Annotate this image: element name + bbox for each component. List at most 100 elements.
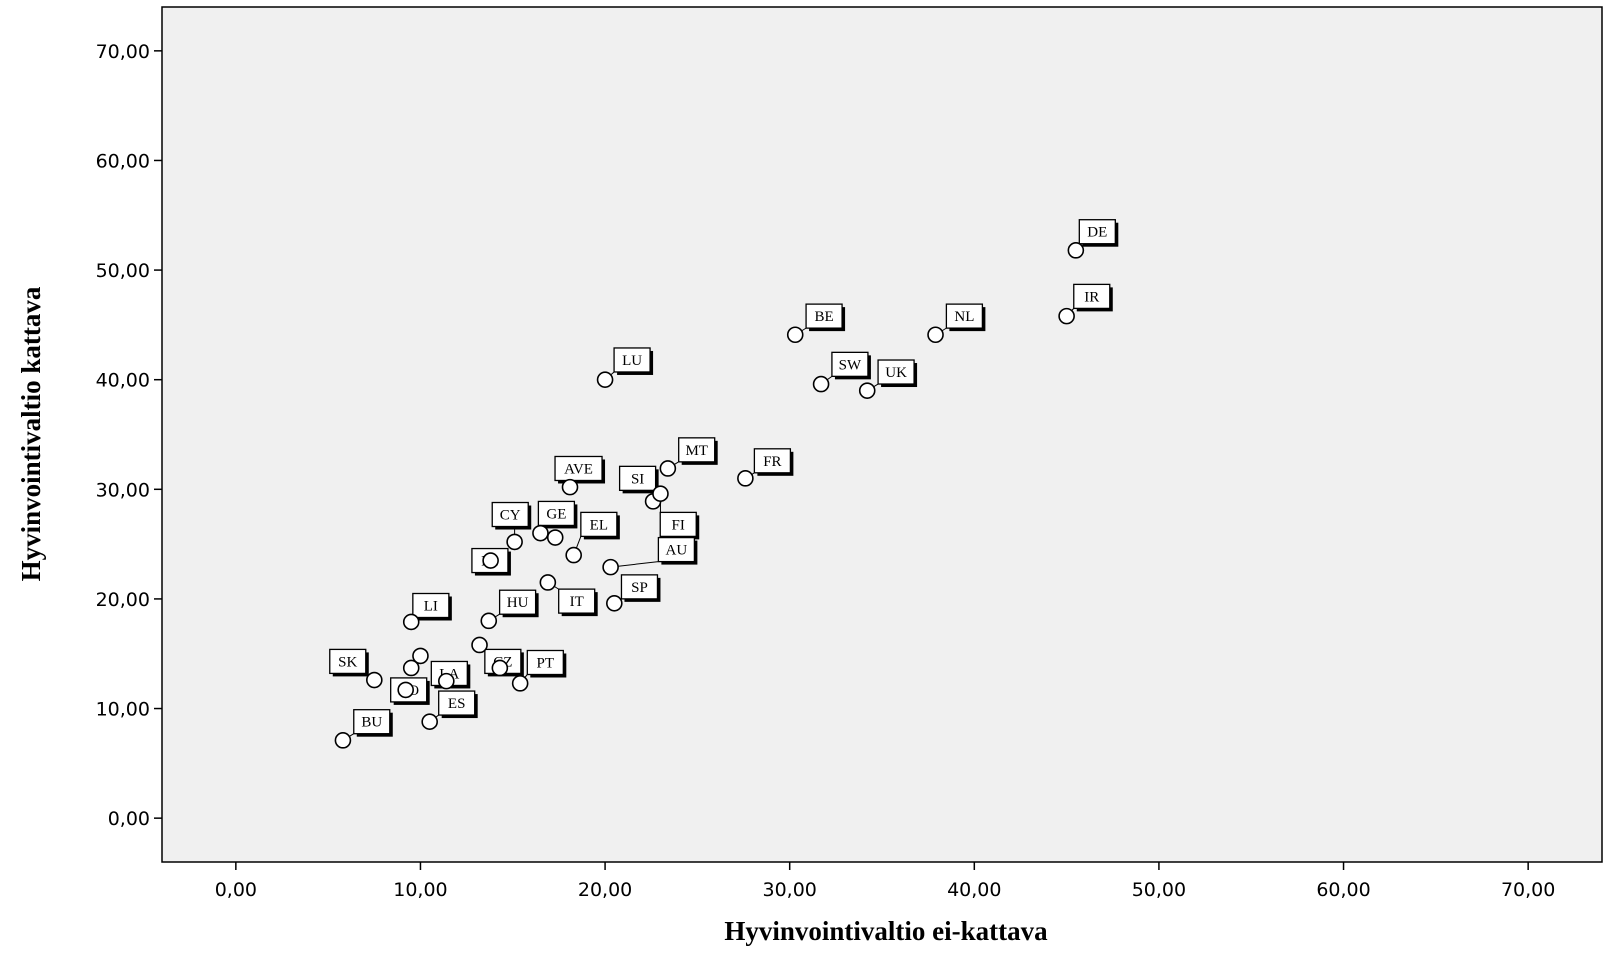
point-label: EL (573, 511, 620, 556)
x-tick-label: 0,00 (215, 879, 257, 901)
label-text: AU (666, 543, 688, 559)
data-point (1067, 242, 1085, 259)
point-label: AVE (554, 455, 606, 488)
point-label: BU (342, 709, 393, 741)
data-point (602, 558, 619, 576)
label-text: HU (507, 595, 529, 611)
data-point (506, 533, 523, 551)
point-label: IT (547, 582, 598, 617)
point-label: SP (614, 574, 661, 604)
label-box (353, 709, 391, 735)
label-text: SK (338, 654, 357, 670)
data-point (421, 713, 438, 730)
point-label: MT (667, 437, 718, 469)
data-point (858, 382, 876, 399)
label-box (526, 649, 564, 676)
label-box (558, 588, 596, 614)
data-points: DEIRNLBESWUKLUMTFRAVESIFICYGEELPLAUITSPH… (329, 219, 1119, 749)
point-label: SW (820, 351, 871, 385)
label-box (805, 303, 843, 329)
label-box (498, 589, 537, 615)
label-text: IR (1084, 289, 1099, 305)
label-box (329, 648, 367, 675)
label-text: GE (546, 506, 566, 522)
label-text: DE (1087, 225, 1107, 241)
data-point (606, 595, 623, 612)
label-box (831, 351, 869, 377)
x-tick-label: 50,00 (1132, 879, 1186, 901)
point-label: SI (618, 465, 659, 502)
data-point (397, 681, 414, 699)
x-tick-label: 40,00 (947, 879, 1001, 901)
label-text: LI (424, 599, 438, 615)
data-point (1058, 307, 1075, 325)
point-label: IR (1066, 283, 1113, 317)
data-point (596, 371, 614, 388)
label-box (1073, 283, 1111, 310)
label-box (678, 437, 716, 463)
point-label: UK (866, 359, 918, 392)
data-point (482, 552, 499, 569)
data-point (546, 529, 564, 546)
y-axis: 0,00 10,00 20,00 30,00 40,00 50,00 60,00 70,00 (96, 41, 162, 830)
point-label: ES (429, 690, 478, 723)
label-box (753, 448, 792, 474)
x-tick-label: 70,00 (1501, 879, 1555, 901)
data-point (471, 636, 488, 654)
y-tick-label: 10,00 (96, 699, 150, 721)
x-tick-label: 60,00 (1316, 879, 1370, 901)
data-point (402, 659, 420, 677)
label-text: AVE (564, 461, 593, 477)
label-box (877, 359, 915, 385)
data-point (561, 478, 579, 496)
label-box (620, 574, 659, 600)
label-box (1078, 219, 1116, 245)
label-box (618, 465, 657, 491)
point-label: NL (935, 303, 986, 336)
label-text: NL (954, 309, 974, 325)
data-point (786, 326, 804, 344)
point-label: CY (491, 501, 532, 542)
label-text: BE (814, 309, 833, 325)
x-tick-label: 30,00 (762, 879, 816, 901)
label-box (580, 511, 618, 538)
y-axis-title: Hyvinvointivaltio kattava (16, 286, 46, 581)
data-point (438, 672, 455, 690)
point-label: PT (519, 649, 567, 684)
data-point (532, 524, 549, 542)
label-text: CY (500, 508, 521, 524)
y-tick-label: 60,00 (96, 150, 150, 172)
y-tick-label: 40,00 (96, 370, 150, 392)
label-text: IT (570, 594, 584, 610)
x-tick-label: 20,00 (578, 879, 632, 901)
point-label: AU (610, 536, 698, 568)
label-box (438, 690, 476, 716)
label-box (613, 347, 651, 373)
point-label: FR (745, 448, 794, 479)
point-label: BE (794, 303, 846, 336)
data-point (366, 671, 383, 689)
data-point (402, 613, 420, 631)
label-text: FR (763, 454, 781, 470)
label-box (554, 455, 603, 482)
data-point (412, 647, 429, 665)
plot-area (161, 6, 1603, 863)
y-tick-label: 20,00 (96, 589, 150, 611)
data-point (539, 574, 557, 591)
x-axis-title: Hyvinvointivaltio ei-kattava (724, 916, 1048, 946)
point-markers (334, 242, 1085, 749)
point-label: DE (1075, 219, 1119, 251)
label-box (657, 536, 696, 563)
label-text: UK (885, 365, 907, 381)
data-point (659, 460, 677, 477)
label-text: LU (622, 353, 642, 369)
data-point (480, 612, 498, 630)
data-point (491, 659, 509, 677)
y-tick-label: 70,00 (96, 41, 150, 63)
label-text: SW (839, 357, 862, 373)
point-label: GE (537, 500, 578, 534)
data-point (511, 675, 529, 692)
y-tick-label: 30,00 (96, 479, 150, 501)
data-point (737, 470, 754, 487)
